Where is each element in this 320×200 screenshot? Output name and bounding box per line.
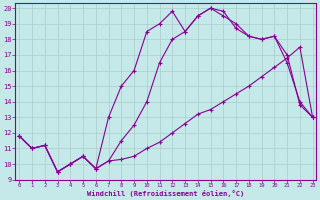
X-axis label: Windchill (Refroidissement éolien,°C): Windchill (Refroidissement éolien,°C) — [87, 190, 244, 197]
